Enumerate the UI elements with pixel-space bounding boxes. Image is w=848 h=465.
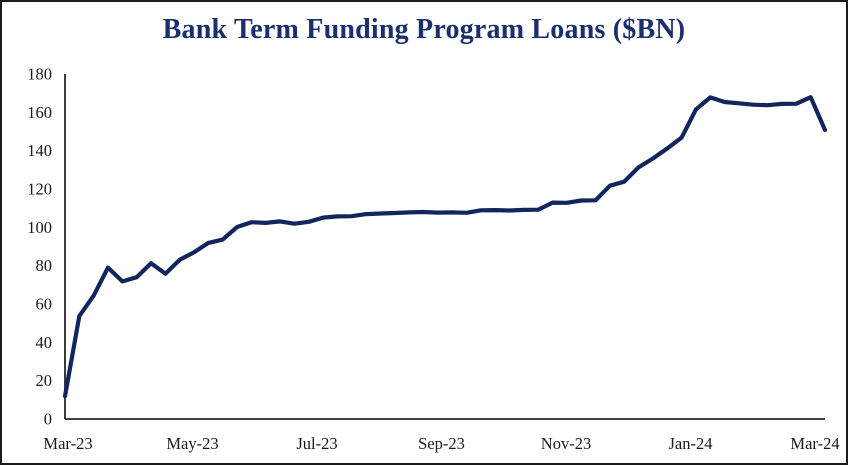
x-axis-tick-label: Mar-24: [790, 434, 839, 453]
y-axis-tick-label: 100: [27, 218, 52, 237]
x-axis-tick-label: Nov-23: [541, 434, 591, 453]
x-axis-tick-label: May-23: [166, 434, 218, 453]
x-axis-tick-label: Mar-23: [43, 434, 92, 453]
chart-title: Bank Term Funding Program Loans ($BN): [162, 14, 686, 45]
y-axis-tick-label: 80: [36, 256, 53, 275]
y-axis-tick-label: 60: [36, 295, 53, 314]
x-axis-tick-label: Sep-23: [418, 434, 465, 453]
y-axis-tick-label: 0: [44, 410, 52, 429]
data-line-btfp: [62, 95, 828, 399]
y-axis-tick-label: 180: [27, 65, 52, 84]
y-axis-tick-label: 140: [27, 141, 52, 160]
y-axis-tick-label: 40: [36, 333, 53, 352]
y-axis-tick-label: 120: [27, 180, 52, 199]
y-axis-tick-label: 20: [36, 371, 53, 390]
x-axis-tick-label: Jan-24: [669, 434, 713, 453]
x-axis-tick-label: Jul-23: [296, 434, 337, 453]
y-axis-tick-label: 160: [27, 103, 52, 122]
